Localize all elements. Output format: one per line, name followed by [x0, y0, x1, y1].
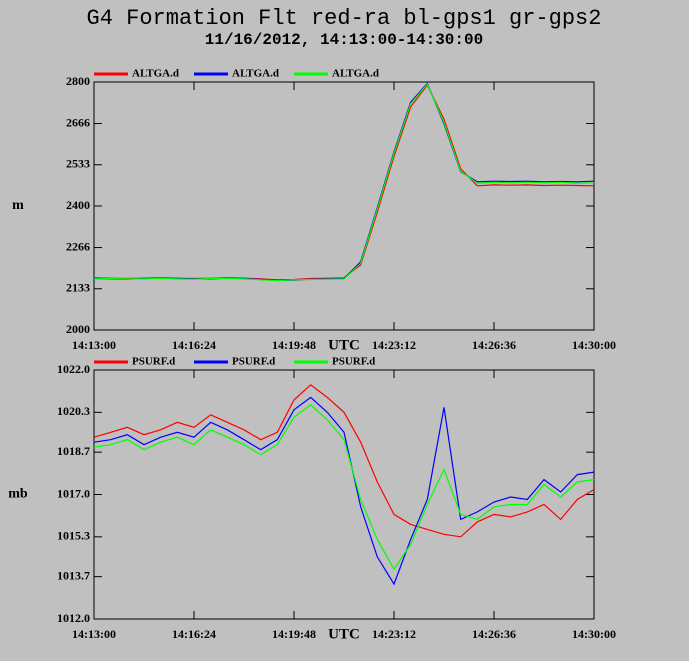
- x-tick-label: 14:13:00: [72, 627, 116, 641]
- x-tick-label: 14:16:24: [172, 338, 216, 352]
- legend-label: ALTGA.d: [332, 68, 379, 80]
- y-tick-label: 2000: [66, 322, 90, 336]
- y-tick-label: 2266: [66, 239, 90, 253]
- x-tick-label: 14:26:36: [472, 338, 516, 352]
- y-tick-label: 2666: [66, 115, 90, 129]
- x-tick-label: 14:19:48: [272, 627, 316, 641]
- x-tick-label: 14:23:12: [372, 338, 416, 352]
- y-tick-label: 1012.0: [57, 611, 90, 625]
- legend-label: ALTGA.d: [132, 68, 179, 80]
- y-tick-label: 1017.0: [57, 486, 90, 500]
- x-axis-label: UTC: [328, 337, 360, 353]
- y-tick-label: 1013.7: [57, 568, 90, 582]
- chart-title: G4 Formation Flt red-ra bl-gps1 gr-gps2: [87, 6, 602, 31]
- y-tick-label: 1015.3: [57, 529, 90, 543]
- x-tick-label: 14:30:00: [572, 627, 616, 641]
- x-tick-label: 14:16:24: [172, 627, 216, 641]
- y-tick-label: 2533: [66, 157, 90, 171]
- chart-subtitle: 11/16/2012, 14:13:00-14:30:00: [205, 31, 483, 49]
- y-axis-label: mb: [8, 487, 28, 502]
- legend-label: PSURF.d: [332, 356, 375, 368]
- y-tick-label: 2800: [66, 74, 90, 88]
- data-line: [93, 404, 595, 571]
- y-tick-label: 1018.7: [57, 444, 90, 458]
- y-tick-label: 1020.3: [57, 404, 90, 418]
- legend-label: PSURF.d: [132, 356, 175, 368]
- x-tick-label: 14:13:00: [72, 338, 116, 352]
- x-tick-label: 14:30:00: [572, 338, 616, 352]
- data-line: [93, 396, 595, 586]
- data-line: [93, 83, 595, 282]
- y-axis-label: m: [12, 198, 24, 213]
- y-tick-label: 1022.0: [57, 362, 90, 376]
- x-tick-label: 14:19:48: [272, 338, 316, 352]
- x-axis-label: UTC: [328, 626, 360, 642]
- x-tick-label: 14:26:36: [472, 627, 516, 641]
- legend-label: ALTGA.d: [232, 68, 279, 80]
- y-tick-label: 2133: [66, 281, 90, 295]
- legend-label: PSURF.d: [232, 356, 275, 368]
- x-tick-label: 14:23:12: [372, 627, 416, 641]
- data-line: [93, 384, 595, 538]
- y-tick-label: 2400: [66, 198, 90, 212]
